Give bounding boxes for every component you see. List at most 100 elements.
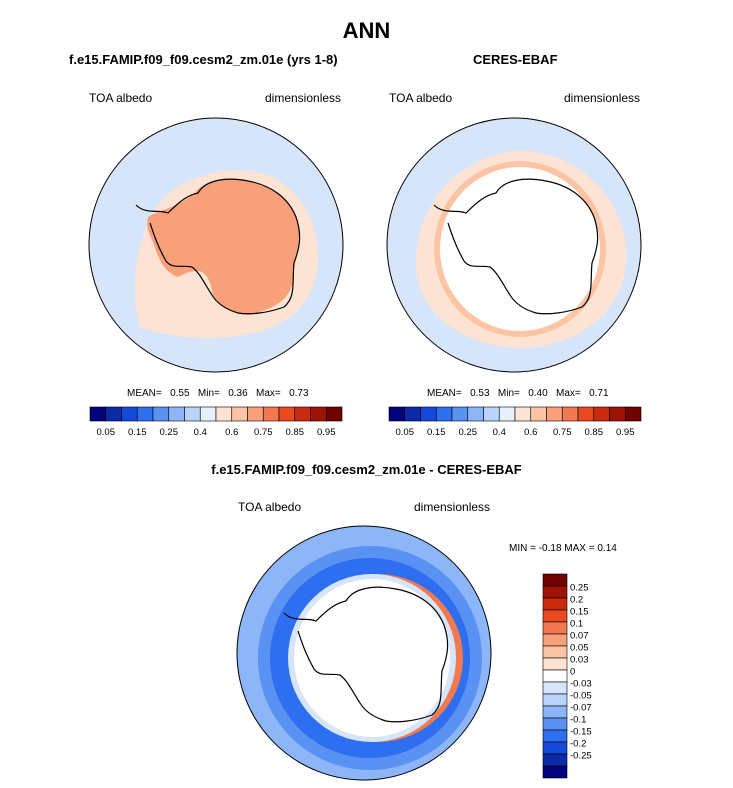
colorbar-model-swatch [231, 406, 248, 422]
colorbar-diff-swatch [542, 765, 568, 779]
colorbar-obs-tick-label: 0.75 [553, 427, 572, 438]
colorbar-obs-swatch [435, 406, 453, 422]
panel-diff-variable: TOA albedo [238, 500, 302, 514]
colorbar-model-swatch [294, 406, 311, 422]
panel-model-stats: MEAN= 0.55 Min= 0.36 Max= 0.73 [127, 388, 309, 399]
colorbar-model: 0.05 0.15 0.25 0.4 0.6 0.75 0.85 0.95 [89, 406, 343, 438]
colorbar-diff-swatch [542, 681, 568, 695]
colorbar-model-swatch [121, 406, 138, 422]
model-map-border [88, 117, 344, 373]
colorbar-diff-swatch [542, 729, 568, 743]
colorbar-diff-tick-label: 0.2 [570, 595, 583, 606]
panel-diff-stats: MIN = -0.18 MAX = 0.14 [509, 543, 617, 554]
colorbar-diff-swatch [542, 597, 568, 611]
colorbar-model-swatch [215, 406, 233, 422]
obs-mean-label: MEAN= [427, 388, 462, 399]
panel-model-variable: TOA albedo [89, 91, 153, 105]
colorbar-obs-swatch [451, 406, 469, 422]
colorbar-diff-tick-label: -0.1 [570, 715, 586, 726]
map-diff [236, 525, 492, 781]
colorbar-model-swatch [168, 406, 185, 422]
colorbar-diff-tick-label: -0.15 [570, 727, 592, 738]
colorbar-obs-swatch [624, 406, 642, 422]
colorbar-model-swatch [136, 406, 154, 422]
model-max-label: Max= [256, 388, 281, 399]
colorbar-obs-tick-label: 0.6 [524, 427, 537, 438]
obs-max-label: Max= [556, 388, 581, 399]
colorbar-model-tick-label: 0.4 [194, 427, 207, 438]
model-mean: 0.55 [170, 388, 190, 399]
model-mean-label: MEAN= [127, 388, 162, 399]
colorbar-obs-swatch [609, 406, 626, 422]
panel-diff-title: f.e15.FAMIP.f09_f09.cesm2_zm.01e - CERES… [211, 462, 522, 477]
colorbar-model-swatch [247, 406, 264, 422]
colorbar-diff-tick-label: -0.07 [570, 703, 592, 714]
colorbar-diff-swatch [542, 705, 568, 719]
colorbar-diff-tick-label: 0 [570, 667, 575, 678]
colorbar-diff-swatch [542, 753, 568, 767]
colorbar-obs-swatch [561, 406, 579, 422]
map-obs [386, 117, 642, 373]
colorbar-diff-tick-label: 0.15 [570, 607, 589, 618]
colorbar-obs-tick-label: 0.95 [616, 427, 635, 438]
diff-no-data [294, 579, 450, 737]
model-min-label: Min= [197, 388, 220, 399]
model-coastline [135, 178, 301, 315]
colorbar-diff-swatch [542, 585, 568, 599]
colorbar-model-swatch [89, 406, 107, 422]
colorbar-model-swatch [278, 406, 296, 422]
obs-coastline [433, 178, 599, 315]
colorbar-model-swatch [262, 406, 280, 422]
panel-obs-variable: TOA albedo [389, 91, 453, 105]
colorbar-obs-swatch [530, 406, 547, 422]
panel-model-units: dimensionless [265, 91, 342, 105]
colorbar-diff-tick-label: 0.07 [570, 631, 589, 642]
colorbar-diff-tick-label: 0.25 [570, 583, 589, 594]
obs-max: 0.71 [589, 388, 609, 399]
colorbar-diff-tick-label: -0.2 [570, 739, 586, 750]
panel-model-title: f.e15.FAMIP.f09_f09.cesm2_zm.01e (yrs 1-… [69, 52, 338, 67]
colorbar-diff-swatch [542, 669, 568, 683]
page-title: ANN [342, 18, 391, 43]
colorbar-diff-tick-label: -0.03 [570, 679, 592, 690]
colorbar-diff-swatch [542, 621, 568, 635]
colorbar-obs-swatch [514, 406, 532, 422]
map-model [88, 117, 344, 373]
colorbar-diff-swatch [542, 609, 568, 623]
colorbar-obs: 0.05 0.15 0.25 0.4 0.6 0.75 0.85 0.95 [388, 406, 642, 438]
colorbar-model-tick-label: 0.05 [97, 427, 116, 438]
colorbar-model-tick-label: 0.15 [128, 427, 147, 438]
colorbar-obs-tick-label: 0.4 [493, 427, 506, 438]
colorbar-model-swatch [152, 406, 170, 422]
colorbar-diff-tick-label: 0.1 [570, 619, 583, 630]
model-continent-fill [147, 179, 300, 315]
colorbar-model-tick-label: 0.75 [254, 427, 273, 438]
obs-min-label: Min= [497, 388, 520, 399]
colorbar-diff-swatch [542, 657, 568, 671]
colorbar-diff: 0.250.20.150.10.070.050.030-0.03-0.05-0.… [542, 573, 592, 779]
colorbar-model-tick-label: 0.6 [225, 427, 238, 438]
obs-no-data [440, 167, 600, 331]
colorbar-obs-swatch [498, 406, 516, 422]
colorbar-obs-tick-label: 0.15 [427, 427, 446, 438]
panel-obs-stats: MEAN= 0.53 Min= 0.40 Max= 0.71 [427, 388, 609, 399]
colorbar-model-tick-label: 0.95 [317, 427, 336, 438]
colorbar-obs-swatch [577, 406, 595, 422]
colorbar-obs-swatch [420, 406, 437, 422]
model-min: 0.36 [228, 388, 248, 399]
colorbar-diff-swatch [542, 645, 568, 659]
colorbar-obs-swatch [483, 406, 500, 422]
diff-coastline [283, 586, 449, 723]
panel-obs-units: dimensionless [564, 91, 641, 105]
colorbar-diff-tick-label: 0.05 [570, 643, 589, 654]
colorbar-diff-swatch [542, 633, 568, 647]
colorbar-model-swatch [199, 406, 217, 422]
colorbar-model-tick-label: 0.25 [160, 427, 179, 438]
colorbar-model-swatch [105, 406, 122, 422]
obs-min: 0.40 [528, 388, 548, 399]
colorbar-obs-tick-label: 0.85 [585, 427, 604, 438]
diff-map-border [236, 525, 492, 781]
obs-map-border [386, 117, 642, 373]
model-max: 0.73 [289, 388, 309, 399]
colorbar-diff-tick-label: 0.03 [570, 655, 589, 666]
